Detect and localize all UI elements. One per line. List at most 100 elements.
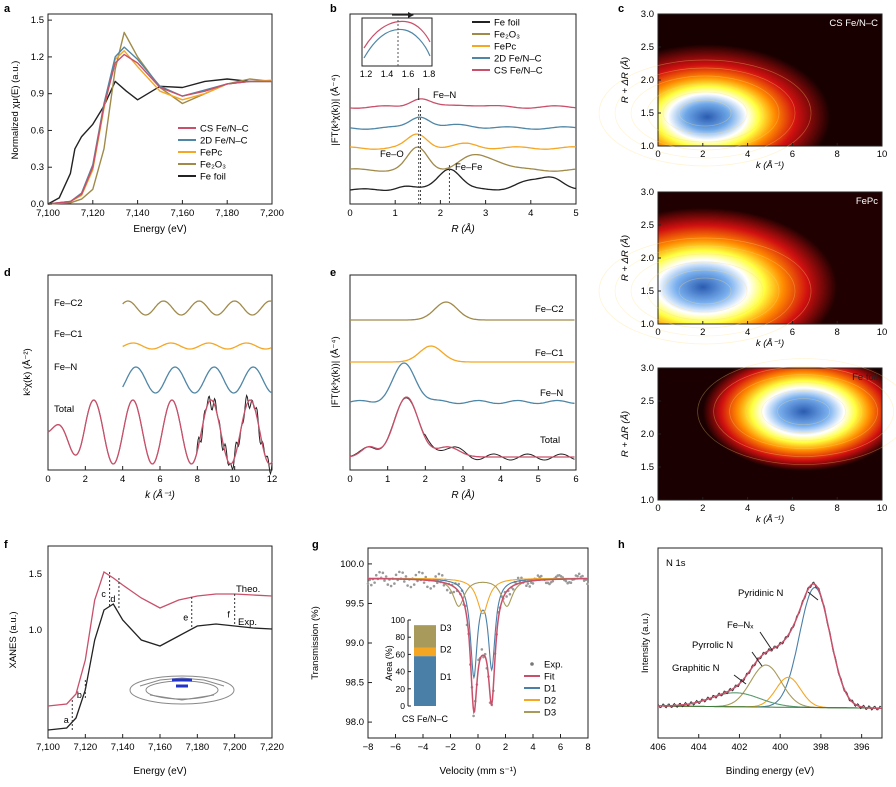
legend-label: CS Fe/N–C — [494, 66, 543, 77]
y-tick-label: 99.5 — [346, 598, 365, 609]
feature-label: d — [110, 594, 115, 604]
exp-point — [551, 579, 555, 583]
panel-b-curves — [349, 88, 577, 204]
y-axis-label: R + ΔR (Å) — [620, 235, 631, 281]
exp-point — [528, 585, 531, 588]
exp-point — [586, 582, 589, 586]
exp-point — [381, 571, 385, 575]
feature-label: f — [227, 610, 230, 620]
wavelet-map-0 — [657, 13, 883, 147]
inset-y-tick-label: 80 — [396, 632, 406, 642]
exp-point — [536, 574, 540, 577]
exp-point — [539, 574, 543, 578]
y-axis-label: R + ΔR (Å) — [620, 57, 631, 103]
exp-point — [374, 573, 378, 577]
x-tick-label: −6 — [390, 742, 401, 753]
exp-point — [525, 584, 528, 588]
exp-point — [480, 648, 484, 651]
path-curve-1 — [122, 342, 272, 350]
plot-frame — [657, 547, 883, 739]
x-tick-label: 6 — [157, 474, 162, 485]
contour-line — [777, 398, 830, 425]
y-axis-label: Normalized χμ(E) (a.u.) — [10, 61, 21, 160]
feature-label: a — [64, 715, 69, 725]
wavelet-map-2 — [657, 367, 883, 501]
series-line-0 — [47, 53, 272, 205]
panel-d: d 0 2 4 6 8 10 12 k (Å⁻¹) k²χ(k) (Å⁻²) Fe–C2 F… — [4, 267, 277, 501]
x-tick-labels: 406 404 402 400 398 396 — [650, 734, 870, 753]
x-axis-label: Energy (eV) — [133, 224, 186, 235]
y-axis-label: Intensity (a.u.) — [640, 613, 651, 673]
y-axis-label: R + ΔR (Å) — [620, 411, 631, 457]
legend-label: FePc — [494, 42, 516, 53]
wavelet-maps: CS Fe/N–C 0 2 4 6 8 10 1.0 1.5 2.0 2.5 3.0 k (Å⁻¹) R … — [598, 9, 896, 525]
x-tick-label: 3 — [483, 208, 488, 219]
x-tick-labels: 7,100 7,120 7,140 7,160 7,180 7,200 — [36, 200, 284, 219]
contour-line — [630, 253, 780, 329]
y-tick-label: 3.0 — [641, 187, 654, 198]
x-axis-label: k (Å⁻¹) — [756, 514, 784, 525]
exp-point — [445, 588, 449, 592]
map-title: Fe foil — [852, 372, 878, 383]
contour-line — [598, 237, 812, 345]
y-tick-label: 1.5 — [641, 108, 654, 119]
legend-label: Fe₂O₃ — [200, 160, 226, 171]
y-axis-label: |FT(k³χ(k))| (Å⁻⁴) — [330, 74, 341, 145]
path-label-fe-n: Fe–N — [540, 388, 563, 399]
panel-g: g −8 −6 −4 −2 0 2 4 6 8 98.0 98.5 99.0 99.5 100.0 Ve… — [310, 539, 591, 777]
exp-point — [520, 576, 523, 580]
path-label-fe-n: Fe–N — [54, 362, 77, 373]
exp-point — [401, 571, 404, 574]
y-axis-label: XANES (a.u.) — [8, 611, 19, 668]
panel-f: f 7,100 7,120 7,140 7,160 7,180 7,200 7,220 1.… — [4, 539, 284, 777]
x-tick-label: 7,120 — [73, 742, 97, 753]
panel-letter: d — [4, 267, 11, 279]
map-title: CS Fe/N–C — [829, 18, 878, 29]
y-tick-1-5: 1.5 — [29, 569, 42, 580]
exp-point — [417, 570, 421, 574]
exp-point — [384, 575, 388, 578]
ft-curve-4 — [349, 98, 577, 109]
exp-point — [378, 570, 381, 574]
x-tick-label: 2 — [700, 503, 705, 514]
x-tick-label: 7,200 — [260, 208, 284, 219]
exp-point — [412, 583, 416, 586]
exp-point — [403, 580, 406, 583]
x-tick-label: 2 — [423, 474, 428, 485]
x-tick-label: 404 — [691, 742, 707, 753]
inset-x-label: CS Fe/N–C — [402, 714, 449, 724]
x-tick-label: 0 — [347, 208, 352, 219]
inset-bar-chart: 0 20 40 60 80 100 D3 D2 D1 CS Fe/N–C Area (%) — [384, 615, 452, 724]
ft-curve-2 — [349, 133, 577, 150]
exp-point — [440, 574, 444, 577]
total-exp-curve — [47, 393, 273, 476]
x-tick-label: 8 — [585, 742, 590, 753]
x-tick-label: 406 — [650, 742, 666, 753]
x-tick-label: 7,180 — [215, 208, 239, 219]
panel-h-curves — [657, 581, 882, 711]
x-tick-label: 402 — [732, 742, 748, 753]
inset-y-tick-label: 60 — [396, 649, 406, 659]
y-axis-label: |FT(k³χ(k))| (Å⁻⁴) — [330, 336, 341, 407]
panel-letter: h — [618, 539, 625, 551]
fit-curve — [658, 583, 881, 709]
legend-label: Fit — [544, 672, 555, 683]
exp-point — [404, 575, 408, 578]
exp-point — [409, 585, 413, 589]
legend-label: CS Fe/N–C — [200, 124, 249, 135]
contour-line — [598, 59, 812, 167]
x-tick-label: 6 — [790, 149, 795, 160]
x-tick-label: 6 — [573, 474, 578, 485]
y-tick-label: 2.5 — [641, 42, 654, 53]
panel-a: a 7,100 7,120 7,140 7,160 7,180 7,200 0.00.30… — [4, 3, 284, 235]
path-label-fe-c2: Fe–C2 — [54, 298, 83, 309]
y-tick-label: 2.0 — [641, 75, 654, 86]
path-curve-2 — [122, 366, 272, 394]
exp-point — [569, 581, 573, 585]
x-tick-label: 0 — [655, 503, 660, 514]
exp-point — [383, 579, 386, 582]
x-tick-label: 6 — [790, 327, 795, 338]
x-tick-label: 12 — [267, 474, 278, 485]
x-tick-label: −2 — [445, 742, 456, 753]
